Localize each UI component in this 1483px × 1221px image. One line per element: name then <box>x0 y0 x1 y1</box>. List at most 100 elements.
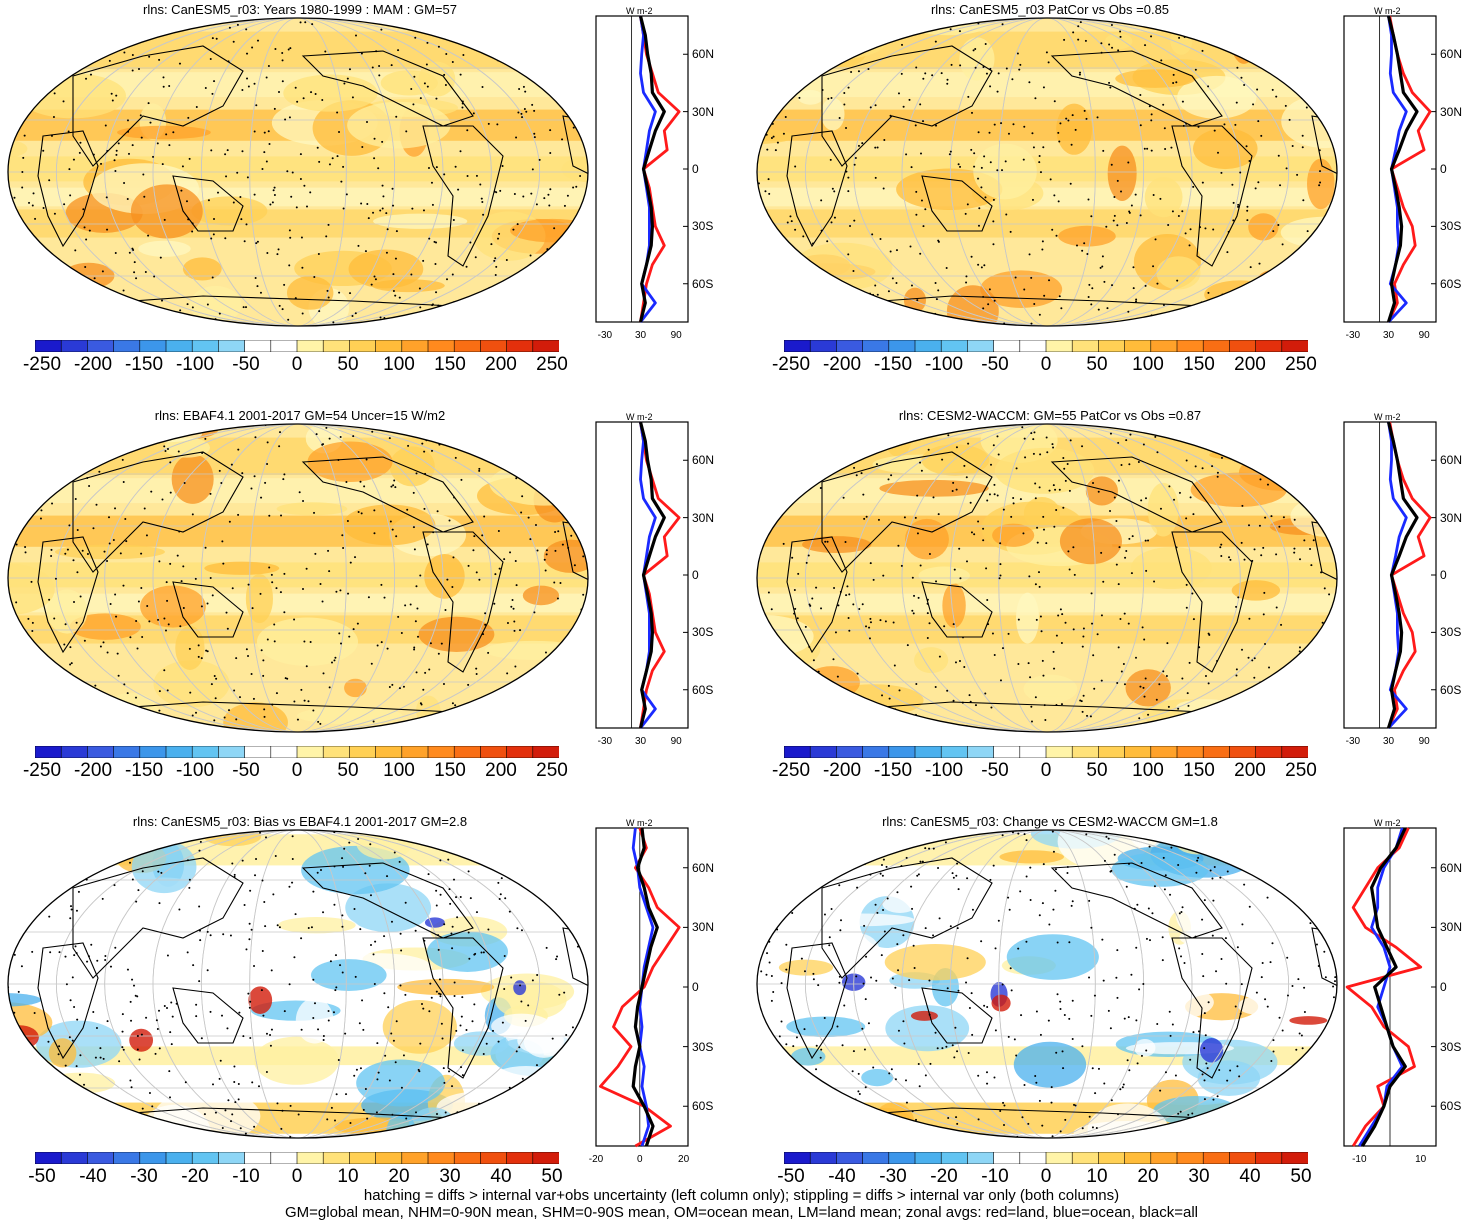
colorbar-tick-label: 0 <box>1040 354 1052 375</box>
colorbar-swatch <box>322 1152 351 1164</box>
colorbar-swatch <box>1229 1152 1257 1164</box>
zonal-lat-label: 60N <box>1440 860 1463 875</box>
colorbar-swatch <box>1202 1152 1231 1164</box>
colorbar-tick-label: 0 <box>1040 1166 1052 1187</box>
colorbar-swatch <box>1124 340 1152 352</box>
colorbar-swatch <box>836 1152 864 1164</box>
colorbar-swatch <box>165 1152 194 1164</box>
colorbar-tick-label: -100 <box>924 354 964 375</box>
footer-line-1: hatching = diffs > internal var+obs unce… <box>363 1187 1120 1204</box>
colorbar-swatch <box>1150 1152 1178 1164</box>
colorbar-tick-label: -10 <box>232 1166 260 1187</box>
colorbar-tick-label: 200 <box>485 760 517 781</box>
colorbar-swatch <box>322 340 351 352</box>
colorbar-swatch <box>60 1152 89 1164</box>
colorbar-tick-label: 0 <box>1040 760 1052 781</box>
colorbar-swatch <box>349 746 377 758</box>
colorbar-tick-label: 20 <box>1137 1166 1159 1187</box>
colorbar-swatch <box>914 746 943 758</box>
colorbar-tick-label: 50 <box>337 354 359 375</box>
panel-title-4: rlns: CESM2-WACCM: GM=55 PatCor vs Obs =… <box>898 408 1202 423</box>
colorbar-swatch <box>35 340 63 352</box>
colorbar-tick-label: 10 <box>337 1166 359 1187</box>
zonal-lat-label: 60S <box>692 682 714 697</box>
colorbar-tick-label: 250 <box>1285 354 1317 375</box>
colorbar-swatch <box>270 1152 298 1164</box>
colorbar-swatch <box>967 1152 995 1164</box>
colorbar-swatch <box>888 746 916 758</box>
colorbar-tick-label: 50 <box>1290 1166 1312 1187</box>
colorbar-tick-label: 250 <box>536 354 568 375</box>
colorbar-swatch <box>35 746 63 758</box>
colorbar-tick-label: -30 <box>879 1166 907 1187</box>
map-panel-1 <box>7 17 589 327</box>
colorbar-tick-label: 50 <box>1086 760 1108 781</box>
colorbar-swatch <box>784 746 812 758</box>
zonal-unit-label: W m-2 <box>1374 6 1401 16</box>
panel-title-2: rlns: CanESM5_r03 PatCor vs Obs =0.85 <box>930 2 1170 17</box>
zonal-line-ocean <box>1358 827 1404 1147</box>
zonal-line-all <box>638 421 666 729</box>
colorbar-tick-label: 50 <box>541 1166 563 1187</box>
colorbar-swatch <box>1098 746 1126 758</box>
colorbar-tick-label: 0 <box>291 1166 303 1187</box>
zonal-line-all <box>631 827 659 1147</box>
colorbar-tick-label: -250 <box>22 760 62 781</box>
colorbar-tick-label: -200 <box>822 760 862 781</box>
zonal-x-tick-label: 90 <box>670 736 682 747</box>
colorbar-swatch <box>139 340 167 352</box>
colorbar-tick-label: -40 <box>828 1166 856 1187</box>
zonal-unit-label: W m-2 <box>626 412 653 422</box>
colorbar-swatch <box>1019 340 1047 352</box>
colorbar-swatch <box>967 746 995 758</box>
colorbar-swatch <box>914 340 943 352</box>
colorbar-tick-label: 200 <box>485 354 517 375</box>
colorbar-swatch <box>349 340 377 352</box>
zonal-lat-label: 0 <box>1440 568 1447 582</box>
colorbar-swatch <box>1281 340 1308 352</box>
colorbar-swatch <box>1124 1152 1152 1164</box>
colorbar-swatch <box>1019 1152 1047 1164</box>
colorbar-swatch <box>862 1152 890 1164</box>
colorbar-tick-label: 10 <box>1086 1166 1108 1187</box>
colorbar-tick-label: 150 <box>1183 760 1215 781</box>
colorbar-tick-label: -150 <box>124 354 164 375</box>
colorbar-swatch <box>1202 746 1231 758</box>
colorbar-swatch <box>453 340 482 352</box>
map-panel-6 <box>756 829 1338 1139</box>
zonal-lat-label: 30S <box>1440 219 1462 234</box>
zonal-x-tick-label: 30 <box>634 736 647 747</box>
colorbar-swatch <box>60 340 89 352</box>
zonal-lat-label: 0 <box>692 568 699 582</box>
zonal-line-land <box>639 421 681 729</box>
colorbar-swatch <box>993 746 1021 758</box>
colorbar-swatch <box>1071 1152 1100 1164</box>
colorbar-swatch <box>244 1152 272 1164</box>
colorbar-swatch <box>1281 1152 1308 1164</box>
zonal-lat-label: 30N <box>1440 920 1463 935</box>
colorbar-swatch <box>888 1152 916 1164</box>
colorbar-tick-label: -250 <box>771 354 811 375</box>
colorbar-tick-label: 200 <box>1234 760 1266 781</box>
zonal-x-tick-label: -30 <box>1345 330 1361 341</box>
colorbar-tick-label: 50 <box>337 760 359 781</box>
colorbar-swatch <box>480 340 508 352</box>
colorbar-swatch <box>809 746 838 758</box>
colorbar-tick-label: 100 <box>383 760 415 781</box>
zonal-lat-label: 60S <box>1440 1099 1462 1114</box>
colorbar-tick-label: -150 <box>873 760 913 781</box>
colorbar-swatch <box>1202 340 1231 352</box>
colorbar-swatch <box>113 1152 141 1164</box>
colorbar-swatch <box>1045 1152 1074 1164</box>
colorbar-swatch <box>296 340 325 352</box>
zonal-lat-label: 30N <box>692 510 715 525</box>
colorbar-tick-label: -20 <box>181 1166 209 1187</box>
colorbar-swatch <box>218 340 246 352</box>
zonal-lat-label: 30N <box>1440 104 1463 119</box>
colorbar-swatch <box>375 340 403 352</box>
colorbar-swatch <box>218 1152 246 1164</box>
colorbar-tick-label: -250 <box>771 760 811 781</box>
colorbar-swatch <box>270 746 298 758</box>
zonal-lat-label: 60N <box>692 860 715 875</box>
colorbar-swatch <box>914 1152 943 1164</box>
